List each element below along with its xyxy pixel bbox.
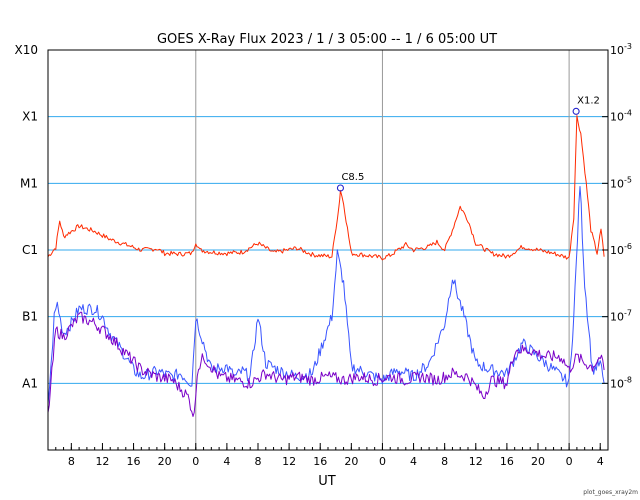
y-exponent-label: 10-3 xyxy=(610,42,632,57)
flare-peak-marker xyxy=(572,107,580,115)
x-tick-label: 20 xyxy=(158,455,172,468)
flux-series-line xyxy=(47,186,605,405)
flare-peak-marker xyxy=(336,184,344,192)
flux-series-line xyxy=(47,311,605,417)
y-class-labels: X10 X1 M1 C1 B1 A1 xyxy=(15,43,39,390)
y-class-label: M1 xyxy=(20,176,38,190)
y-exponent-label: 10-4 xyxy=(610,109,632,124)
x-tick-label: 4 xyxy=(223,455,230,468)
chart-title: GOES X-Ray Flux 2023 / 1 / 3 05:00 -- 1 … xyxy=(157,32,497,47)
x-tick-label: 4 xyxy=(410,455,417,468)
series-group xyxy=(47,115,605,417)
y-exponent-label: 10-8 xyxy=(610,375,632,390)
flare-annotations: C8.5 X1.2 xyxy=(336,95,600,192)
x-tick-label: 12 xyxy=(469,455,483,468)
x-tick-label: 8 xyxy=(68,455,75,468)
x-axis-title: UT xyxy=(318,474,336,489)
y-class-label: C1 xyxy=(22,243,38,257)
y-class-label: A1 xyxy=(22,376,38,390)
y-class-label: X10 xyxy=(15,43,39,57)
y-exponent-label: 10-6 xyxy=(610,242,632,257)
flare-class-label: C8.5 xyxy=(341,172,364,183)
x-tick-label: 16 xyxy=(313,455,327,468)
x-tick-label: 0 xyxy=(379,455,386,468)
x-tick-label: 0 xyxy=(566,455,573,468)
x-tick-label: 16 xyxy=(500,455,514,468)
x-tick-label: 4 xyxy=(597,455,604,468)
credit-label: plot_goes_xray2m xyxy=(583,489,638,496)
x-tick-label: 12 xyxy=(282,455,296,468)
x-axis-ticks: 8 12 16 20 0 4 8 12 16 20 0 4 8 12 16 20 0 4 xyxy=(47,443,609,468)
y-exponent-label: 10-5 xyxy=(610,175,632,190)
y-exponent-label: 10-7 xyxy=(610,309,632,324)
x-tick-label: 8 xyxy=(255,455,262,468)
y-class-label: B1 xyxy=(22,310,38,324)
x-tick-label: 12 xyxy=(95,455,109,468)
x-tick-label: 20 xyxy=(531,455,545,468)
gridlines xyxy=(48,116,608,384)
x-tick-label: 16 xyxy=(127,455,141,468)
y-exponent-labels: 10-3 10-4 10-5 10-6 10-7 10-8 xyxy=(602,42,632,390)
flare-class-label: X1.2 xyxy=(577,95,600,106)
flux-series-line xyxy=(47,115,605,261)
x-tick-label: 0 xyxy=(192,455,199,468)
y-class-label: X1 xyxy=(22,110,38,124)
x-tick-label: 8 xyxy=(441,455,448,468)
x-tick-label: 20 xyxy=(344,455,358,468)
